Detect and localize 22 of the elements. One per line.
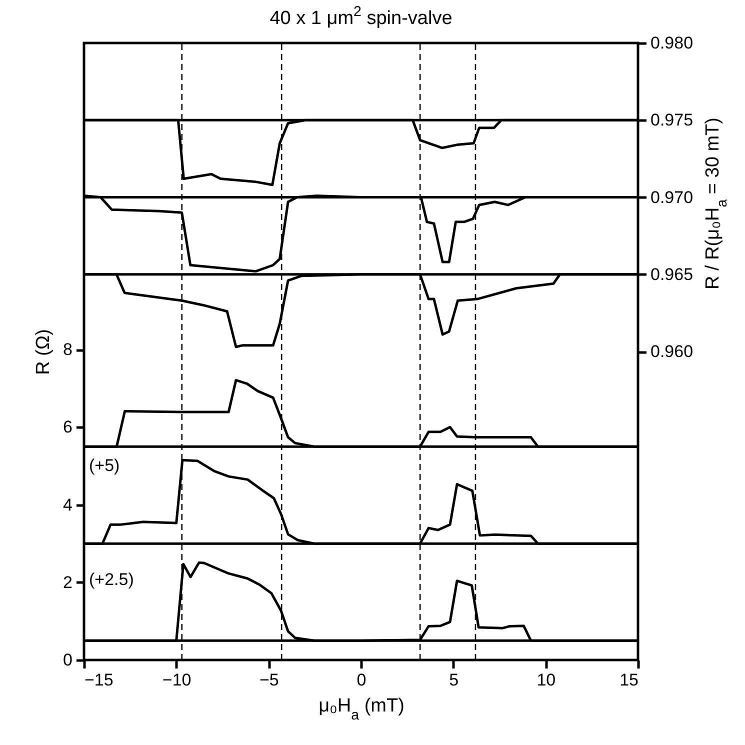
y-tick-label: 8: [63, 340, 72, 360]
x-tick-label: 10: [536, 670, 556, 690]
y-tick-label: 0: [63, 650, 72, 670]
x-tick-label: −5: [259, 670, 279, 690]
y2-tick-label: 0.970: [650, 188, 694, 207]
x-axis-title: μ₀H$_{a}$ (mT): [318, 696, 404, 724]
y2-tick-label: 0.980: [650, 34, 694, 52]
y-tick-label: 4: [63, 495, 72, 514]
y2-tick-label: 0.975: [650, 110, 694, 130]
x-tick-label: 0: [356, 670, 366, 690]
x-tick-label: 5: [449, 670, 459, 690]
y-axis-title: R (Ω): [33, 329, 54, 375]
x-tick-label: −15: [84, 670, 114, 690]
y-tick-label: 2: [63, 572, 72, 592]
annotation: (+2.5): [89, 570, 134, 589]
annotation: (+5): [89, 456, 120, 475]
chart-title: 40 x 1 μm$^{2}$ spin-valve: [270, 4, 452, 29]
x-tick-label: 15: [620, 670, 638, 690]
y2-tick-label: 0.960: [650, 342, 694, 361]
y2-tick-label: 0.965: [650, 264, 694, 284]
x-tick-label: −10: [162, 670, 192, 690]
y-tick-label: 6: [63, 418, 72, 437]
